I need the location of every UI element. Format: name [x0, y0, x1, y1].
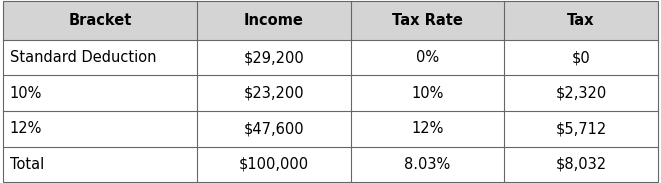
- Bar: [197, 111, 350, 147]
- Bar: [504, 75, 658, 111]
- Bar: [504, 111, 658, 147]
- Bar: [197, 1, 350, 40]
- Text: 8.03%: 8.03%: [405, 157, 451, 172]
- Text: Tax Rate: Tax Rate: [392, 13, 463, 28]
- Text: $47,600: $47,600: [243, 121, 304, 136]
- Bar: [350, 75, 504, 111]
- Text: 0%: 0%: [416, 50, 439, 65]
- Bar: [350, 147, 504, 182]
- Text: 12%: 12%: [10, 121, 42, 136]
- Text: $100,000: $100,000: [239, 157, 309, 172]
- Bar: [3, 75, 197, 111]
- Text: Bracket: Bracket: [69, 13, 132, 28]
- Text: $29,200: $29,200: [243, 50, 304, 65]
- Bar: [504, 147, 658, 182]
- Bar: [3, 40, 197, 75]
- Bar: [504, 1, 658, 40]
- Text: $2,320: $2,320: [555, 86, 607, 101]
- Bar: [3, 147, 197, 182]
- Bar: [3, 111, 197, 147]
- Bar: [350, 1, 504, 40]
- Text: Standard Deduction: Standard Deduction: [10, 50, 157, 65]
- Text: 10%: 10%: [10, 86, 42, 101]
- Text: Income: Income: [244, 13, 304, 28]
- Text: 10%: 10%: [411, 86, 444, 101]
- Text: $0: $0: [572, 50, 590, 65]
- Bar: [197, 40, 350, 75]
- Text: $23,200: $23,200: [243, 86, 304, 101]
- Text: $5,712: $5,712: [555, 121, 607, 136]
- Bar: [197, 75, 350, 111]
- Bar: [350, 111, 504, 147]
- Text: Total: Total: [10, 157, 44, 172]
- Bar: [350, 40, 504, 75]
- Bar: [3, 1, 197, 40]
- Text: 12%: 12%: [411, 121, 444, 136]
- Text: Tax: Tax: [567, 13, 595, 28]
- Text: $8,032: $8,032: [555, 157, 607, 172]
- Bar: [197, 147, 350, 182]
- Bar: [504, 40, 658, 75]
